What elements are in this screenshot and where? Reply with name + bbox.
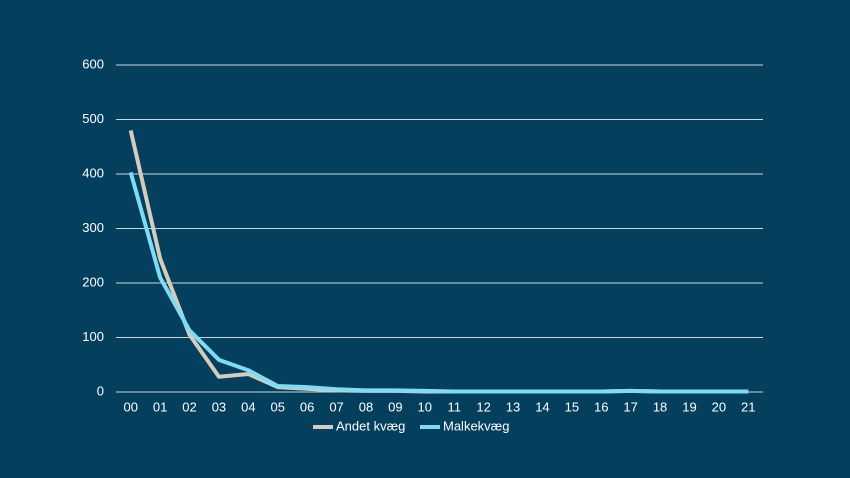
x-tick-label: 13: [506, 399, 520, 414]
x-tick-label: 20: [712, 399, 726, 414]
x-tick-label: 00: [123, 399, 137, 414]
x-tick-label: 18: [653, 399, 667, 414]
x-tick-label: 10: [418, 399, 432, 414]
x-tick-label: 16: [594, 399, 608, 414]
x-tick-label: 14: [535, 399, 549, 414]
series-line: [128, 171, 749, 394]
x-tick-label: 07: [329, 399, 343, 414]
x-tick-label: 15: [565, 399, 579, 414]
y-tick-label: 500: [82, 111, 104, 126]
x-tick-label: 04: [241, 399, 255, 414]
x-tick-label: 01: [153, 399, 167, 414]
y-tick-label: 0: [97, 383, 104, 398]
x-tick-label: 02: [182, 399, 196, 414]
legend-label: Andet kvæg: [336, 418, 405, 433]
x-tick-label: 19: [682, 399, 696, 414]
x-tick-label: 03: [212, 399, 226, 414]
x-tick-label: 06: [300, 399, 314, 414]
y-tick-label: 100: [82, 329, 104, 344]
x-tick-label: 09: [388, 399, 402, 414]
series-line: [128, 129, 749, 394]
x-tick-label: 12: [476, 399, 490, 414]
y-tick-label: 300: [82, 220, 104, 235]
legend-label: Malkekvæg: [443, 418, 509, 433]
x-tick-label: 05: [271, 399, 285, 414]
x-tick-label: 21: [741, 399, 755, 414]
y-tick-label: 400: [82, 165, 104, 180]
x-tick-label: 08: [359, 399, 373, 414]
y-tick-label: 600: [82, 56, 104, 71]
x-tick-label: 11: [447, 399, 461, 414]
y-tick-label: 200: [82, 274, 104, 289]
x-tick-label: 17: [623, 399, 637, 414]
